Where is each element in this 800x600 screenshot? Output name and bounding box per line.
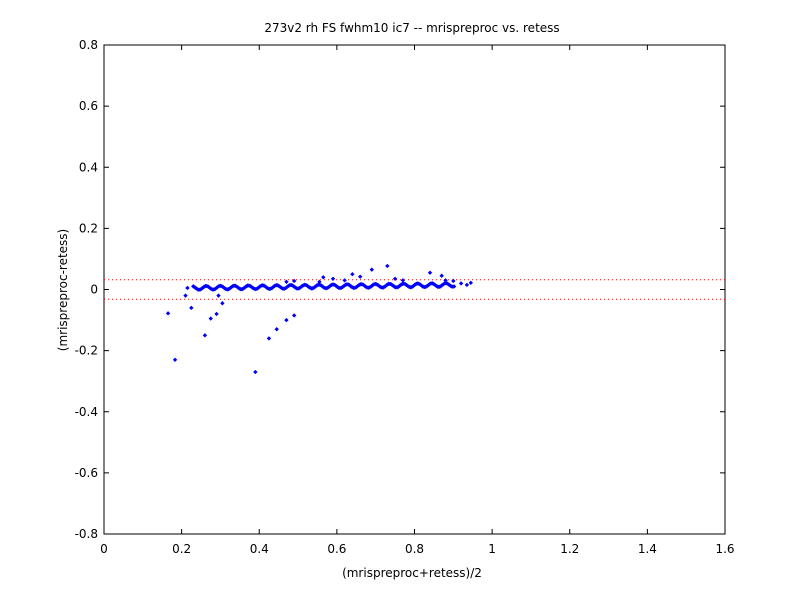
data-point [216, 293, 221, 298]
x-tick-label: 0 [100, 542, 108, 556]
x-tick-label: 1.4 [638, 542, 657, 556]
y-tick-label: 0.8 [79, 38, 98, 52]
data-point [464, 282, 470, 288]
data-point [291, 278, 297, 284]
y-tick-label: -0.6 [75, 466, 98, 480]
y-tick-label: 0.4 [79, 160, 98, 174]
data-point [227, 286, 233, 291]
data-points [165, 263, 473, 375]
y-axis-ticks: 0.8 0.6 0.4 0.2 0 -0.2 -0.4 -0.6 -0.8 [75, 38, 725, 541]
y-axis-label: (mrispreproc-retess) [56, 229, 70, 351]
data-point [199, 286, 204, 292]
data-point [242, 285, 248, 290]
data-point [458, 281, 464, 286]
data-point [350, 272, 355, 277]
data-point [208, 316, 213, 321]
x-tick-label: 0.6 [327, 542, 346, 556]
y-tick-label: 0.2 [79, 221, 98, 235]
y-tick-label: -0.8 [75, 527, 98, 541]
x-tick-label: 0.2 [172, 542, 191, 556]
data-point [392, 276, 398, 282]
y-tick-label: 0 [90, 283, 98, 297]
y-tick-label: -0.2 [75, 344, 98, 358]
y-tick-label: -0.4 [75, 405, 98, 419]
data-point [214, 311, 219, 317]
data-point [284, 279, 289, 285]
data-point [165, 311, 171, 316]
x-tick-label: 1 [488, 542, 496, 556]
y-tick-label: 0.6 [79, 99, 98, 113]
data-point [189, 305, 194, 311]
data-point [291, 313, 297, 318]
x-tick-label: 1.6 [715, 542, 734, 556]
data-point [400, 278, 406, 283]
data-point [451, 284, 457, 289]
x-tick-label: 0.4 [250, 542, 269, 556]
data-point [321, 275, 326, 280]
data-point [468, 280, 473, 285]
data-point [385, 263, 390, 269]
x-tick-label: 1.2 [560, 542, 579, 556]
x-axis-ticks: 0 0.2 0.4 0.6 0.8 1 1.2 1.4 1.6 [100, 45, 735, 556]
data-point [185, 285, 190, 291]
data-point [451, 278, 456, 284]
data-point [253, 369, 258, 375]
chart-title: 273v2 rh FS fwhm10 ic7 -- mrispreproc vs… [264, 21, 559, 35]
data-point [342, 278, 347, 283]
data-point [284, 317, 289, 323]
data-point [427, 270, 433, 275]
data-point [220, 301, 225, 306]
data-point [274, 327, 279, 332]
data-point [330, 276, 336, 282]
data-point [266, 336, 272, 341]
data-point [369, 267, 375, 272]
data-point [183, 293, 188, 298]
x-tick-label: 0.8 [405, 542, 424, 556]
x-axis-label: (mrispreproc+retess)/2 [342, 566, 482, 580]
data-point [202, 333, 208, 338]
data-point [439, 273, 444, 278]
data-point [172, 357, 178, 362]
data-point [357, 274, 363, 279]
